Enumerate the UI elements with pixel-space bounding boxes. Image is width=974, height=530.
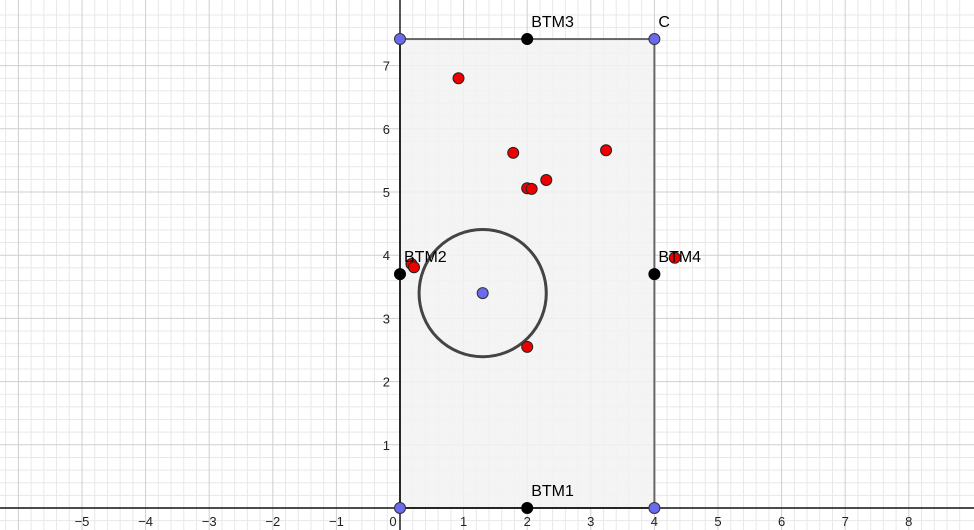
red-point[interactable] — [507, 146, 520, 159]
point-label: BTM4 — [658, 249, 701, 266]
x-tick-label: 1 — [460, 514, 467, 529]
corner-point[interactable] — [648, 502, 661, 514]
y-tick-label: 3 — [383, 311, 390, 326]
y-tick-label: 4 — [383, 248, 390, 263]
rectangle-region[interactable] — [399, 38, 656, 509]
y-tick-label: 2 — [383, 375, 390, 390]
point-label: C — [658, 14, 670, 31]
x-tick-label: 0 — [389, 514, 396, 529]
circle-center — [476, 287, 489, 300]
center-point[interactable] — [476, 287, 489, 300]
y-tick-label: 7 — [383, 59, 390, 74]
point-label: BTM3 — [531, 14, 574, 31]
point-labels: BTM3 BTM2 BTM4 BTM1 C — [404, 14, 701, 500]
circle-shape[interactable] — [417, 228, 548, 359]
red-point[interactable] — [600, 144, 613, 157]
corner-point[interactable] — [394, 33, 406, 46]
x-tick-label: 8 — [905, 514, 912, 529]
x-tick-label: 6 — [778, 514, 785, 529]
x-tick-label: 5 — [714, 514, 721, 529]
x-tick-label: −2 — [265, 514, 280, 529]
x-tick-label: 4 — [651, 514, 658, 529]
red-point[interactable] — [407, 261, 420, 274]
red-point[interactable] — [452, 72, 465, 85]
red-point[interactable] — [540, 173, 553, 186]
black-point[interactable] — [521, 502, 534, 514]
black-point[interactable] — [394, 268, 406, 281]
x-tick-label: −5 — [75, 514, 90, 529]
black-point[interactable] — [648, 268, 661, 281]
x-tick-label: 7 — [842, 514, 849, 529]
y-tick-labels: 1 2 3 4 5 6 7 — [383, 59, 390, 453]
x-tick-label: 3 — [587, 514, 594, 529]
y-tick-label: 6 — [383, 122, 390, 137]
point-label: BTM1 — [531, 483, 574, 500]
x-tick-label: 2 — [524, 514, 531, 529]
red-point[interactable] — [521, 340, 534, 353]
red-point[interactable] — [525, 182, 538, 195]
x-tick-labels: −5 −4 −3 −2 −1 0 1 2 3 4 5 6 7 8 — [75, 514, 913, 529]
black-point[interactable] — [521, 33, 534, 46]
black-points — [394, 33, 661, 514]
x-tick-label: −4 — [138, 514, 153, 529]
point-label: BTM2 — [404, 249, 447, 266]
corner-point[interactable] — [394, 502, 406, 514]
red-points — [405, 72, 681, 353]
corner-points — [394, 33, 661, 514]
y-tick-label: 1 — [383, 438, 390, 453]
x-tick-label: −1 — [329, 514, 344, 529]
corner-point[interactable] — [648, 33, 661, 46]
red-point[interactable] — [668, 251, 681, 264]
y-tick-label: 5 — [383, 185, 390, 200]
x-tick-label: −3 — [202, 514, 217, 529]
